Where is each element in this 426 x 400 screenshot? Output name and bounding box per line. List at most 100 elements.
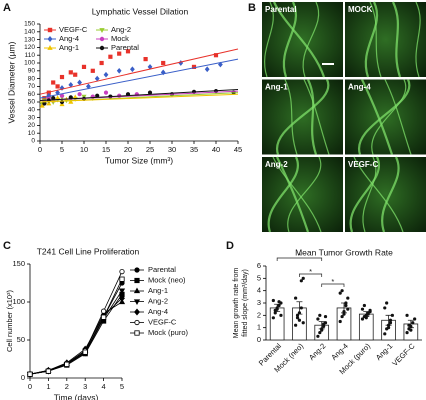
y-tick-label: 120 [24,44,35,51]
point [360,317,365,321]
point [90,68,95,73]
significance-label: * [309,267,312,276]
legend-label: Parental [148,265,176,274]
chart-title: Lymphatic Vessel Dilation [92,6,189,16]
legend-marker [134,277,140,284]
legend-marker [47,45,53,50]
point [161,60,166,66]
point [388,318,393,322]
bar [269,307,285,341]
point [218,61,223,68]
vessel [287,156,322,233]
tile-label: MOCK [348,5,373,14]
y-tick-label: 50 [28,99,36,106]
point [82,349,88,355]
x-tick-label: 20 [124,145,132,154]
legend-marker [99,36,105,42]
x-tick-label: 5 [60,145,64,154]
point [344,301,348,305]
point [386,323,391,327]
legend-label: Mock (neo) [148,275,186,284]
vessel [384,79,412,155]
point [362,303,366,308]
point [386,326,391,330]
point [297,318,302,322]
point [101,308,107,314]
y-tick-label: 6 [257,261,261,270]
legend-marker [134,330,140,336]
panel-label: A [3,2,11,14]
series-line [29,282,123,375]
vessel [267,156,299,233]
significance-label: * [298,251,301,260]
series-line [29,279,123,375]
point [99,60,104,66]
point [273,308,277,312]
point [271,298,275,303]
point [125,49,131,54]
x-tick-label: 30 [168,145,176,154]
point [27,371,33,377]
panel-label: C [3,240,11,252]
point [295,313,300,317]
point [160,69,166,76]
fit-line [39,48,239,95]
y-tick-label: 90 [28,68,36,75]
point [55,84,60,89]
x-tick-label: 1 [46,382,50,391]
vessel [371,79,407,155]
series-line [29,297,123,375]
point [51,80,56,85]
point [294,296,298,300]
y-tick-label: 3 [257,298,261,307]
legend-marker [134,308,140,316]
y-tick-label: 30 [28,114,36,121]
y-tick-label: 70 [28,83,36,90]
point [346,296,350,300]
y-tick-label: 60 [28,91,36,98]
point [322,324,326,329]
y-tick-label: 0 [31,138,35,145]
point [119,276,125,282]
point [103,71,109,78]
y-tick-label: 150 [24,21,35,28]
point [316,334,320,338]
point [405,313,409,317]
point [118,288,126,295]
legend-label: VEGF-C [148,317,177,326]
vessel [353,156,404,233]
point [301,321,305,325]
point [64,361,70,367]
x-axis-label: Tumor Size (mm³) [105,155,173,165]
tile-label: Parental [265,5,297,14]
point [295,316,300,320]
point [59,85,65,91]
point [388,321,393,325]
vessel [381,156,400,233]
point [344,303,348,308]
legend-marker [134,267,140,273]
vessel [361,79,394,155]
vessel [264,1,274,78]
y-tick-label: 150 [12,259,25,268]
tile-label: Ang-4 [348,83,371,92]
significance-bracket [321,283,345,287]
y-tick-label: 100 [12,297,25,306]
point [143,57,148,62]
vessel [282,1,298,78]
point [366,312,370,316]
vessel [362,156,377,233]
legend-marker [99,28,105,33]
significance-bracket [299,273,323,277]
point [77,79,82,86]
point [411,321,415,325]
y-tick-label: 110 [25,52,36,59]
point [191,64,197,69]
point [59,93,65,98]
x-tick-label: Ang-1 [374,341,395,362]
x-tick-label: 35 [190,145,198,154]
point [101,314,107,320]
point [368,308,372,312]
y-tick-label: 40 [28,107,36,114]
vessel [392,1,402,78]
